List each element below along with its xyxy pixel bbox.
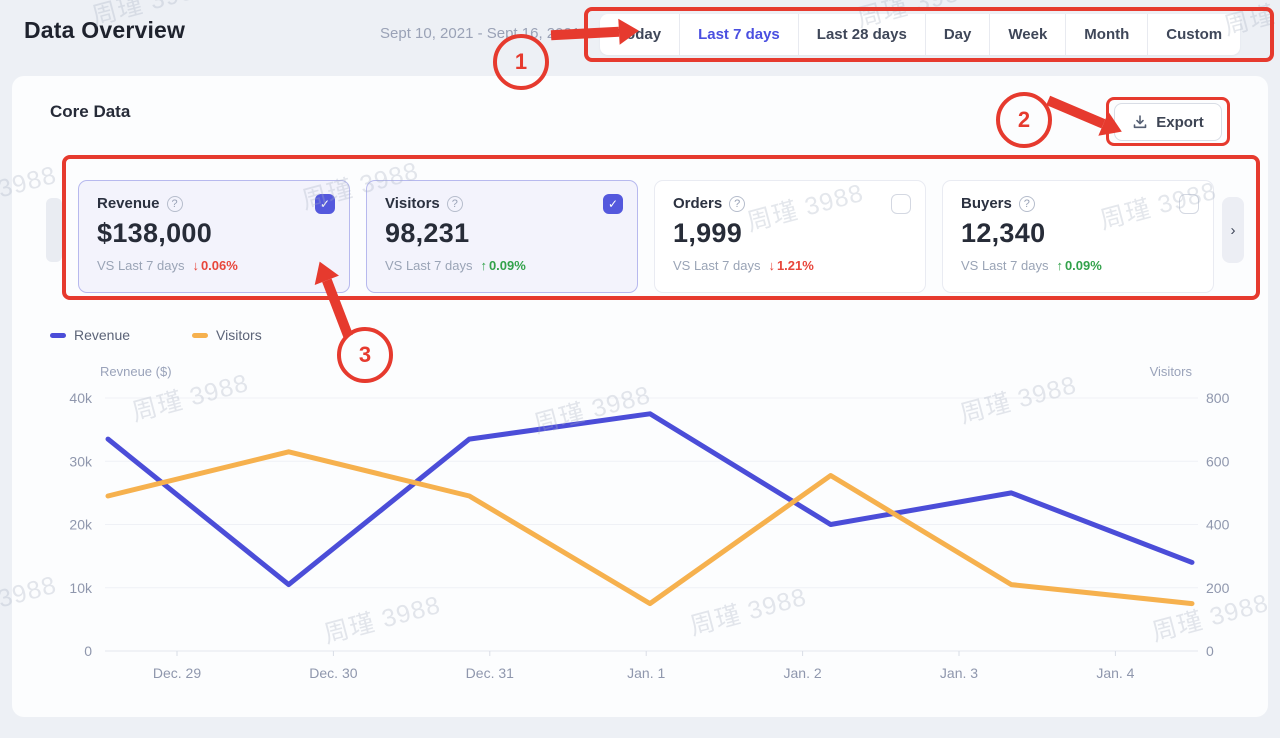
vs-label: VS Last 7 days <box>673 258 761 273</box>
section-title: Core Data <box>50 102 131 121</box>
svg-text:200: 200 <box>1206 580 1230 596</box>
metric-value: 98,231 <box>385 218 470 248</box>
svg-text:Jan. 1: Jan. 1 <box>627 665 665 681</box>
metric-checkbox[interactable] <box>891 194 911 214</box>
tab-day[interactable]: Day <box>924 14 990 55</box>
delta-value: 1.21% <box>776 258 814 273</box>
delta-badge: ↑ 0.09% <box>1056 258 1101 273</box>
tab-custom[interactable]: Custom <box>1147 14 1240 55</box>
metric-value: 12,340 <box>961 218 1046 248</box>
tab-today[interactable]: Today <box>618 26 662 43</box>
svg-text:0: 0 <box>84 643 92 659</box>
svg-text:Dec. 30: Dec. 30 <box>309 665 357 681</box>
svg-text:800: 800 <box>1206 390 1230 406</box>
metric-value: 1,999 <box>673 218 743 248</box>
svg-text:10k: 10k <box>69 580 93 596</box>
delta-badge: ↓ 0.06% <box>192 258 237 273</box>
chart-legend: Revenue Visitors <box>50 327 262 343</box>
delta-value: 0.06% <box>200 258 238 273</box>
download-icon <box>1133 115 1147 129</box>
tab-last-28-days[interactable]: Last 28 days <box>797 14 925 55</box>
metric-checkbox[interactable]: ✓ <box>315 194 335 214</box>
legend-swatch-visitors <box>192 332 209 338</box>
metric-checkbox[interactable] <box>1179 194 1199 214</box>
legend-item-revenue[interactable]: Revenue <box>50 327 130 343</box>
delta-value: 0.09% <box>488 258 526 273</box>
carousel-previous-card-stub <box>46 198 62 262</box>
chevron-right-icon: › <box>1230 221 1236 239</box>
delta-arrow-icon: ↓ <box>768 258 775 273</box>
delta-badge: ↓ 1.21% <box>768 258 813 273</box>
metric-checkbox[interactable]: ✓ <box>603 194 623 214</box>
legend-swatch-revenue <box>50 332 66 338</box>
metric-title: Buyers <box>961 195 1012 212</box>
svg-text:0: 0 <box>1206 643 1214 659</box>
svg-text:Jan. 4: Jan. 4 <box>1096 665 1134 681</box>
line-chart: 40k 800 30k 600 20k 400 10k 200 0 0 Revneue ($) Vis… <box>69 364 1230 681</box>
annotation-step-number: 1 <box>514 49 528 74</box>
delta-arrow-icon: ↑ <box>480 258 487 273</box>
svg-text:Revneue ($): Revneue ($) <box>100 364 172 379</box>
page-title: Data Overview <box>24 17 186 43</box>
metric-card-orders[interactable]: Orders ? 1,999 VS Last 7 days ↓ 1.21% <box>654 180 926 293</box>
svg-text:Dec. 31: Dec. 31 <box>466 665 514 681</box>
svg-text:400: 400 <box>1206 517 1230 533</box>
help-icon[interactable]: ? <box>729 195 746 212</box>
svg-text:Jan. 3: Jan. 3 <box>940 665 978 681</box>
svg-text:Jan. 2: Jan. 2 <box>784 665 822 681</box>
legend-label: Revenue <box>74 327 131 343</box>
svg-text:Visitors: Visitors <box>1150 364 1193 379</box>
metric-value: $138,000 <box>97 218 213 248</box>
svg-text:30k: 30k <box>69 453 93 469</box>
delta-value: 0.09% <box>1064 258 1102 273</box>
svg-text:600: 600 <box>1206 453 1230 469</box>
help-icon[interactable]: ? <box>166 195 183 212</box>
metric-title: Orders <box>673 195 723 212</box>
svg-text:Dec. 29: Dec. 29 <box>153 665 201 681</box>
vs-label: VS Last 7 days <box>97 258 185 273</box>
legend-item-visitors[interactable]: Visitors <box>192 327 262 343</box>
vs-label: VS Last 7 days <box>385 258 473 273</box>
metric-card-revenue[interactable]: Revenue ? ✓ $138,000 VS Last 7 days ↓ 0.… <box>78 180 350 293</box>
delta-badge: ↑ 0.09% <box>480 258 525 273</box>
tab-last-7-days[interactable]: Last 7 days <box>679 14 798 55</box>
date-range: Sept 10, 2021 - Sept 16, 2021 <box>380 25 581 42</box>
svg-text:20k: 20k <box>69 517 93 533</box>
vs-label: VS Last 7 days <box>961 258 1049 273</box>
export-button[interactable]: Export <box>1114 103 1222 141</box>
delta-arrow-icon: ↑ <box>1056 258 1063 273</box>
delta-arrow-icon: ↓ <box>192 258 199 273</box>
metric-title: Visitors <box>385 195 440 212</box>
legend-label: Visitors <box>216 327 262 343</box>
tab-week[interactable]: Week <box>989 14 1065 55</box>
help-icon[interactable]: ? <box>446 195 463 212</box>
metric-title: Revenue <box>97 195 160 212</box>
help-icon[interactable]: ? <box>1018 195 1035 212</box>
export-label: Export <box>1156 113 1204 131</box>
carousel-next-button[interactable]: › <box>1222 197 1244 263</box>
tab-month[interactable]: Month <box>1065 14 1147 55</box>
time-range-tabs: Today Last 7 days Last 28 days Day Week … <box>600 14 1241 55</box>
svg-text:40k: 40k <box>69 390 93 406</box>
metric-card-visitors[interactable]: Visitors ? ✓ 98,231 VS Last 7 days ↑ 0.0… <box>366 180 638 293</box>
metric-card-buyers[interactable]: Buyers ? 12,340 VS Last 7 days ↑ 0.09% <box>942 180 1214 293</box>
